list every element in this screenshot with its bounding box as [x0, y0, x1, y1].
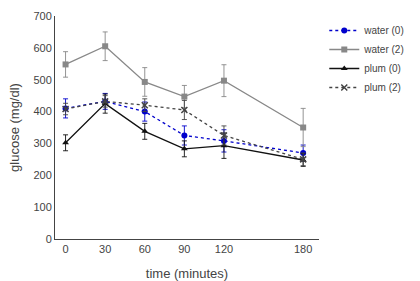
svg-text:180: 180 [294, 243, 312, 255]
svg-text:water (0): water (0) [363, 25, 403, 36]
svg-text:300: 300 [33, 137, 51, 149]
svg-text:500: 500 [33, 74, 51, 86]
svg-text:plum (2): plum (2) [364, 82, 401, 93]
svg-text:100: 100 [33, 201, 51, 213]
svg-text:water (2): water (2) [363, 44, 403, 55]
svg-text:30: 30 [99, 243, 111, 255]
svg-text:time (minutes): time (minutes) [146, 266, 228, 281]
svg-text:700: 700 [33, 10, 51, 22]
svg-text:600: 600 [33, 42, 51, 54]
svg-text:400: 400 [33, 105, 51, 117]
svg-text:glucose (mg/dl): glucose (mg/dl) [7, 83, 22, 172]
svg-text:0: 0 [62, 243, 68, 255]
svg-text:plum (0): plum (0) [364, 63, 401, 74]
svg-text:90: 90 [178, 243, 190, 255]
svg-text:60: 60 [139, 243, 151, 255]
svg-text:120: 120 [215, 243, 233, 255]
svg-text:0: 0 [46, 233, 52, 245]
svg-text:200: 200 [33, 169, 51, 181]
